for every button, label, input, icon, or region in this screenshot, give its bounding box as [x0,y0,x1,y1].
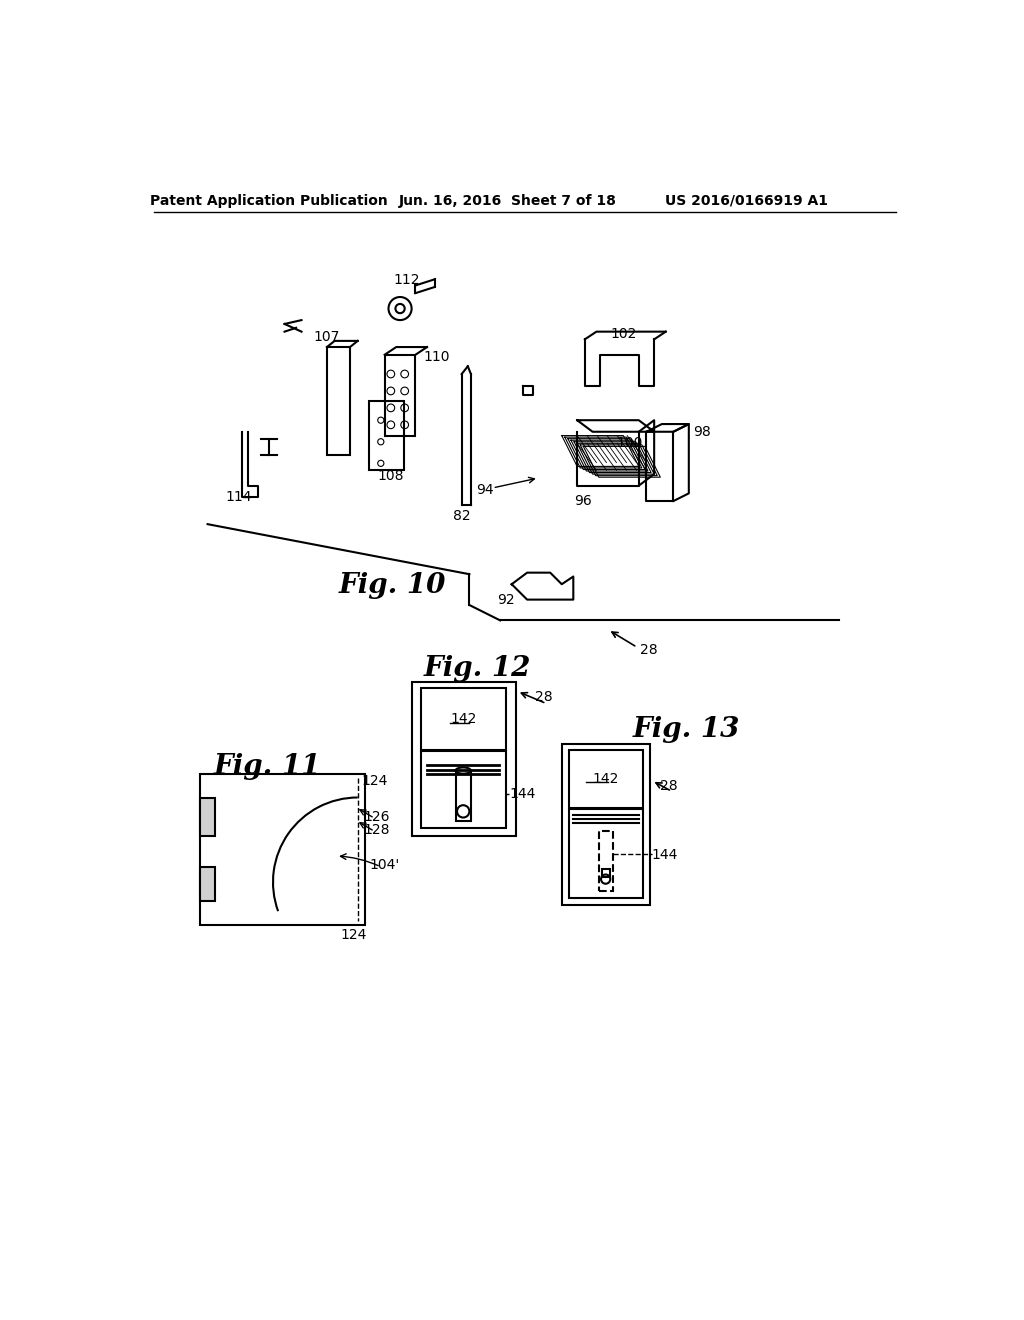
Bar [562,743,650,906]
Text: 28: 28 [659,779,677,793]
Text: Fig. 12: Fig. 12 [423,656,530,682]
Text: 28: 28 [640,643,658,656]
Text: Fig. 10: Fig. 10 [339,573,445,599]
Bar [370,401,403,470]
Text: 100: 100 [616,437,643,450]
Text: 126: 126 [364,809,390,824]
Bar [327,347,350,455]
Text: 144: 144 [509,787,536,801]
Bar [602,869,609,876]
Ellipse shape [456,767,471,774]
Text: 82: 82 [453,510,470,524]
Bar [412,682,515,836]
Bar [421,751,506,829]
Text: Jun. 16, 2016  Sheet 7 of 18: Jun. 16, 2016 Sheet 7 of 18 [399,194,616,207]
Text: 124: 124 [341,928,367,942]
Text: 28: 28 [535,690,552,705]
Text: US 2016/0166919 A1: US 2016/0166919 A1 [665,194,828,207]
Text: 104': 104' [370,858,399,873]
Bar [599,830,612,891]
Text: 110: 110 [423,350,450,364]
Text: Fig. 11: Fig. 11 [214,754,322,780]
Text: 98: 98 [692,425,711,438]
Bar [569,750,643,808]
Text: 96: 96 [574,494,592,508]
Bar [569,809,643,898]
Text: 102: 102 [610,327,637,341]
Bar [200,775,366,924]
Text: 144: 144 [652,849,678,862]
Text: 94: 94 [476,483,494,496]
Text: Fig. 13: Fig. 13 [633,717,740,743]
Text: Patent Application Publication: Patent Application Publication [151,194,388,207]
Text: 124: 124 [361,774,388,788]
Bar [421,688,506,750]
Text: 114: 114 [225,490,252,504]
Text: 142: 142 [593,772,618,785]
Text: 92: 92 [498,593,515,607]
Text: 128: 128 [364,822,390,837]
Text: 108: 108 [378,469,404,483]
Bar [456,771,471,821]
Text: 112: 112 [393,273,420,286]
Text: 107: 107 [313,330,340,345]
Bar [200,867,215,902]
Bar [385,355,416,436]
Bar [200,797,215,836]
Text: 142: 142 [450,711,476,726]
